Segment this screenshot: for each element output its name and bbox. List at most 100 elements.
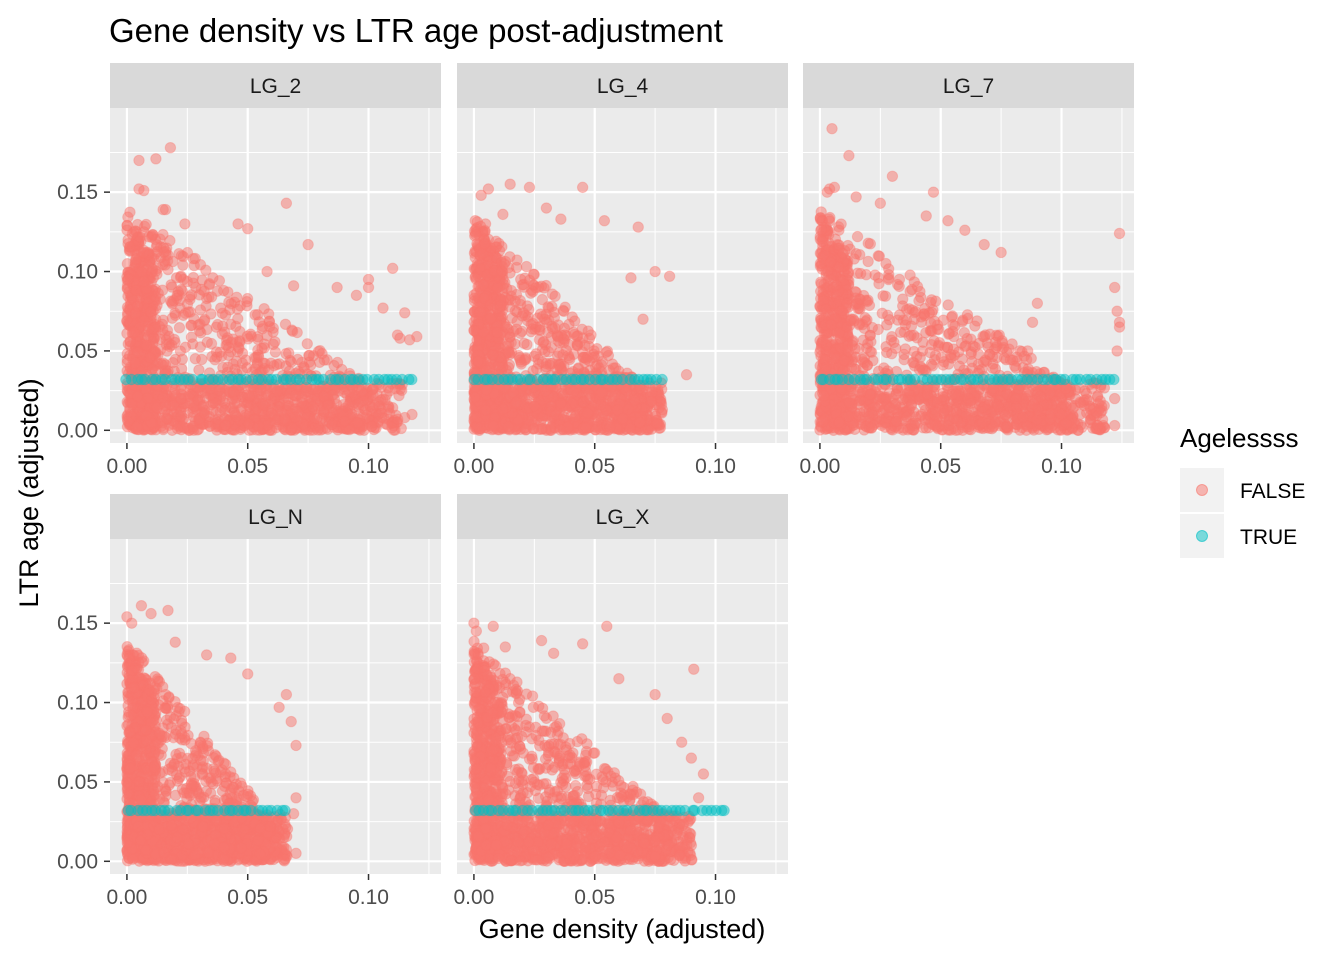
point-false: [337, 399, 349, 411]
point-false: [132, 390, 144, 403]
point-false: [471, 334, 483, 346]
point-false: [257, 398, 269, 410]
point-false: [144, 351, 156, 364]
facet-panel: LG_40.00 0.05 0.10: [453, 63, 788, 478]
point-false: [141, 392, 154, 404]
point-false: [130, 284, 142, 297]
point-false: [833, 239, 845, 251]
point-false: [554, 397, 567, 410]
point-false: [606, 358, 619, 370]
point-false: [942, 299, 954, 311]
point-false: [157, 357, 170, 369]
point-false: [242, 418, 255, 430]
point-false: [252, 349, 265, 361]
point-false: [491, 282, 504, 294]
point-false: [580, 422, 592, 434]
point-false: [881, 319, 893, 331]
point-false: [376, 393, 389, 405]
point-false: [581, 351, 594, 363]
point-false: [632, 221, 644, 233]
point-false: [469, 228, 482, 241]
point-false: [124, 335, 136, 347]
point-false: [121, 219, 133, 232]
point-false: [193, 289, 205, 301]
point-false: [164, 141, 177, 154]
point-false: [386, 262, 399, 275]
point-false: [204, 420, 216, 433]
point-false: [505, 284, 518, 297]
point-false: [302, 238, 314, 251]
x-tick-label: 0.00: [106, 455, 147, 478]
point-false: [862, 237, 874, 249]
facet-strip-label: LG_7: [943, 75, 994, 98]
point-false: [350, 289, 363, 302]
point-false: [140, 410, 152, 422]
point-false: [851, 230, 864, 243]
point-false: [296, 391, 308, 403]
point-false: [338, 415, 351, 428]
point-false: [479, 224, 491, 237]
point-false: [491, 326, 503, 339]
point-false: [286, 422, 299, 434]
point-false: [234, 325, 246, 338]
point-false: [138, 275, 150, 288]
point-false: [468, 292, 481, 304]
point-false: [523, 181, 536, 194]
point-false: [189, 353, 201, 365]
point-false: [816, 235, 828, 247]
point-false: [303, 349, 315, 362]
point-false: [394, 332, 406, 344]
point-false: [269, 346, 282, 358]
point-false: [518, 337, 530, 350]
point-false: [595, 386, 608, 398]
point-false: [1009, 360, 1021, 372]
point-false: [926, 360, 939, 372]
point-false: [198, 407, 211, 420]
point-false: [485, 312, 497, 324]
x-tick-label: 0.05: [227, 455, 268, 478]
point-false: [478, 237, 491, 250]
point-false: [174, 345, 187, 357]
point-false: [562, 349, 575, 362]
point-false: [1000, 353, 1012, 366]
point-false: [510, 396, 523, 409]
point-false: [856, 353, 868, 365]
point-false: [279, 318, 292, 331]
point-false: [159, 203, 172, 216]
facet-strip-label: LG_4: [597, 75, 649, 98]
point-false: [649, 408, 661, 421]
point-false: [367, 402, 379, 414]
point-false: [215, 302, 227, 314]
point-false: [154, 293, 166, 305]
point-false: [882, 273, 895, 286]
point-false: [528, 423, 540, 435]
point-false: [625, 272, 637, 284]
point-false: [528, 400, 541, 412]
point-false: [240, 354, 252, 366]
point-false: [501, 321, 513, 333]
point-false: [558, 305, 570, 317]
point-false: [167, 356, 179, 369]
point-false: [472, 355, 484, 368]
point-false: [352, 398, 364, 410]
point-false: [280, 348, 292, 360]
point-false: [494, 299, 507, 312]
point-false: [173, 321, 186, 334]
point-false: [312, 424, 324, 436]
facet-panels: LG_20.00 0.05 0.100.000.050.100.15LG_40.00…: [57, 63, 1134, 909]
point-false: [584, 392, 596, 404]
point-false: [230, 411, 243, 423]
point-false: [130, 253, 142, 266]
point-false: [624, 422, 636, 435]
facet-panel: LG_70.00 0.05 0.10: [799, 63, 1134, 478]
point-false: [160, 334, 172, 346]
point-false: [289, 411, 301, 423]
point-false: [918, 308, 930, 321]
point-false: [222, 342, 235, 354]
point-false: [535, 280, 548, 292]
point-false: [318, 390, 330, 403]
point-false: [171, 422, 184, 435]
point-false: [474, 306, 487, 318]
point-false: [175, 410, 188, 422]
point-false: [986, 362, 999, 374]
